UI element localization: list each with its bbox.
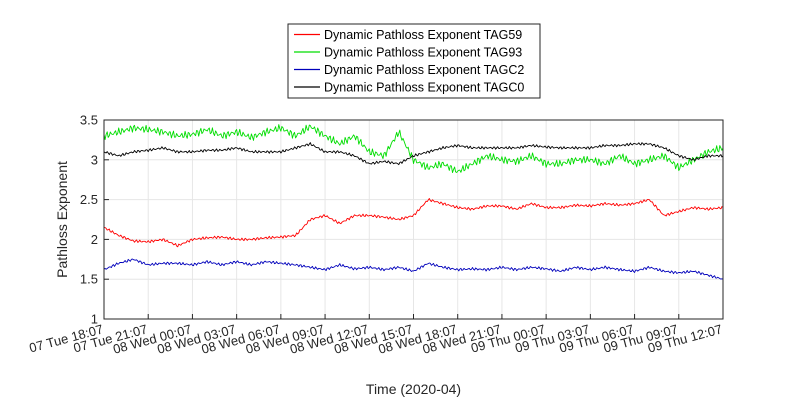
series-line-1 [103,124,724,174]
legend-entry: Dynamic Pathloss Exponent TAGC2 [324,63,524,77]
y-tick-label: 2 [91,232,98,247]
legend-entry: Dynamic Pathloss Exponent TAGC0 [324,81,524,95]
legend-entry: Dynamic Pathloss Exponent TAG93 [324,46,522,60]
legend-box [287,23,541,99]
legend-entry: Dynamic Pathloss Exponent TAG59 [324,28,522,42]
legend: Dynamic Pathloss Exponent TAG59 Dynamic P… [287,23,541,99]
y-axis-label: Pathloss Exponent [54,161,70,278]
series-lines [103,124,724,280]
x-axis-label: Time (2020-04) [366,381,461,397]
y-axis-ticks: 1 1.5 2 2.5 3 3.5 [80,113,109,327]
grid [103,119,724,320]
y-tick-label: 1 [91,312,98,327]
series-line-3 [103,142,724,166]
series-line-0 [103,198,724,248]
series-line-2 [103,258,724,280]
y-tick-label: 1.5 [80,272,98,287]
y-tick-label: 3 [91,152,98,167]
y-tick-label: 3.5 [80,113,98,128]
y-tick-label: 2.5 [80,192,98,207]
